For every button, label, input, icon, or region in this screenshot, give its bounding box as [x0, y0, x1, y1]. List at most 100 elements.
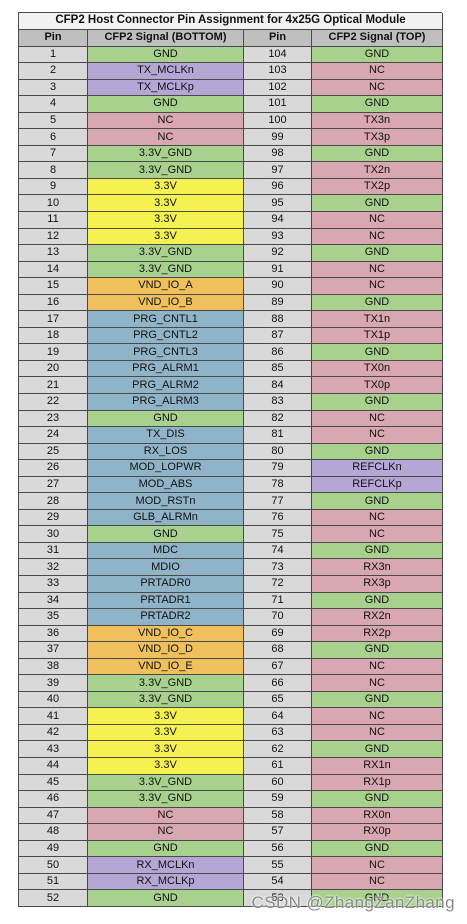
signal-bottom-cell: 3.3V	[88, 228, 244, 246]
pin-top-cell: 59	[244, 791, 312, 808]
pin-top-cell: 75	[244, 526, 312, 543]
signal-bottom-cell: 3.3V	[88, 741, 244, 759]
signal-top-cell: TX0p	[312, 377, 443, 394]
signal-bottom-cell: 3.3V	[88, 195, 244, 212]
signal-top-cell: GND	[312, 443, 443, 461]
signal-bottom-cell: PRTADR1	[88, 592, 244, 610]
pin-bottom-cell: 7	[19, 145, 88, 163]
pin-top-cell: 53	[244, 890, 312, 907]
pin-bottom-cell: 9	[19, 178, 88, 196]
pin-bottom-cell: 19	[19, 344, 88, 361]
signal-bottom-cell: PRG_CNTL1	[88, 311, 244, 328]
signal-bottom-cell: 3.3V_GND	[88, 245, 244, 262]
signal-bottom-cell: 3.3V	[88, 724, 244, 742]
signal-bottom-cell: GND	[88, 890, 244, 907]
pin-bottom-cell: 46	[19, 791, 88, 808]
signal-top-cell: NC	[312, 873, 443, 891]
pin-bottom-cell: 31	[19, 542, 88, 560]
pin-bottom-cell: 4	[19, 96, 88, 113]
pin-top-cell: 89	[244, 294, 312, 312]
pin-assignment-table: CFP2 Host Connector Pin Assignment for 4…	[18, 12, 443, 907]
pin-top-cell: 98	[244, 145, 312, 163]
header-pin-top: Pin	[244, 30, 312, 47]
pin-top-cell: 96	[244, 178, 312, 196]
pin-bottom-cell: 35	[19, 609, 88, 626]
pin-top-cell: 67	[244, 658, 312, 676]
signal-bottom-cell: TX_MCLKp	[88, 79, 244, 97]
header-signal-top: CFP2 Signal (TOP)	[312, 30, 443, 47]
pin-top-cell: 91	[244, 261, 312, 279]
signal-bottom-cell: PRTADR0	[88, 576, 244, 593]
signal-bottom-cell: 3.3V_GND	[88, 162, 244, 179]
signal-top-cell: GND	[312, 46, 443, 64]
signal-top-cell: RX3n	[312, 559, 443, 576]
pin-top-cell: 95	[244, 195, 312, 212]
signal-top-cell: NC	[312, 410, 443, 428]
pin-bottom-cell: 20	[19, 360, 88, 378]
signal-top-cell: NC	[312, 675, 443, 692]
pin-top-cell: 57	[244, 824, 312, 841]
signal-bottom-cell: MDIO	[88, 559, 244, 576]
pin-top-cell: 76	[244, 509, 312, 527]
pin-bottom-cell: 32	[19, 559, 88, 576]
signal-top-cell: GND	[312, 245, 443, 262]
pin-top-cell: 79	[244, 460, 312, 477]
signal-top-cell: NC	[312, 278, 443, 295]
pin-bottom-cell: 24	[19, 427, 88, 444]
signal-top-cell: RX3p	[312, 576, 443, 593]
signal-bottom-cell: TX_MCLKn	[88, 63, 244, 80]
pin-top-cell: 65	[244, 691, 312, 709]
pin-bottom-cell: 37	[19, 642, 88, 659]
signal-top-cell: NC	[312, 509, 443, 527]
signal-top-cell: NC	[312, 708, 443, 725]
pin-bottom-cell: 23	[19, 410, 88, 428]
signal-top-cell: NC	[312, 79, 443, 97]
signal-bottom-cell: 3.3V_GND	[88, 791, 244, 808]
pin-bottom-cell: 49	[19, 840, 88, 858]
pin-bottom-cell: 30	[19, 526, 88, 543]
pin-bottom-cell: 38	[19, 658, 88, 676]
signal-bottom-cell: VND_IO_C	[88, 625, 244, 643]
pin-top-cell: 83	[244, 393, 312, 411]
signal-bottom-cell: MOD_RSTn	[88, 493, 244, 510]
signal-top-cell: TX2p	[312, 178, 443, 196]
pin-top-cell: 84	[244, 377, 312, 394]
pin-top-cell: 81	[244, 427, 312, 444]
signal-top-cell: RX0p	[312, 824, 443, 841]
signal-bottom-cell: NC	[88, 807, 244, 825]
signal-top-cell: NC	[312, 526, 443, 543]
signal-bottom-cell: RX_MCLKp	[88, 873, 244, 891]
signal-top-cell: TX2n	[312, 162, 443, 179]
pin-bottom-cell: 52	[19, 890, 88, 907]
pin-top-cell: 86	[244, 344, 312, 361]
signal-bottom-cell: GND	[88, 46, 244, 64]
signal-top-cell: GND	[312, 642, 443, 659]
pin-top-cell: 93	[244, 228, 312, 246]
pin-top-cell: 85	[244, 360, 312, 378]
pin-bottom-cell: 41	[19, 708, 88, 725]
pin-bottom-cell: 44	[19, 758, 88, 775]
pin-top-cell: 100	[244, 112, 312, 130]
pin-bottom-cell: 1	[19, 46, 88, 64]
signal-top-cell: REFCLKp	[312, 476, 443, 494]
pin-top-cell: 97	[244, 162, 312, 179]
pin-top-cell: 70	[244, 609, 312, 626]
pin-bottom-cell: 14	[19, 261, 88, 279]
signal-bottom-cell: 3.3V	[88, 211, 244, 229]
signal-top-cell: REFCLKn	[312, 460, 443, 477]
signal-bottom-cell: PRG_CNTL3	[88, 344, 244, 361]
signal-bottom-cell: GND	[88, 526, 244, 543]
pin-bottom-cell: 18	[19, 327, 88, 345]
signal-bottom-cell: MOD_ABS	[88, 476, 244, 494]
pin-top-cell: 82	[244, 410, 312, 428]
signal-bottom-cell: 3.3V	[88, 178, 244, 196]
pin-top-cell: 66	[244, 675, 312, 692]
pin-top-cell: 73	[244, 559, 312, 576]
pin-bottom-cell: 28	[19, 493, 88, 510]
signal-top-cell: NC	[312, 724, 443, 742]
pin-top-cell: 63	[244, 724, 312, 742]
signal-bottom-cell: PRTADR2	[88, 609, 244, 626]
pin-top-cell: 62	[244, 741, 312, 759]
signal-top-cell: RX0n	[312, 807, 443, 825]
signal-top-cell: GND	[312, 691, 443, 709]
